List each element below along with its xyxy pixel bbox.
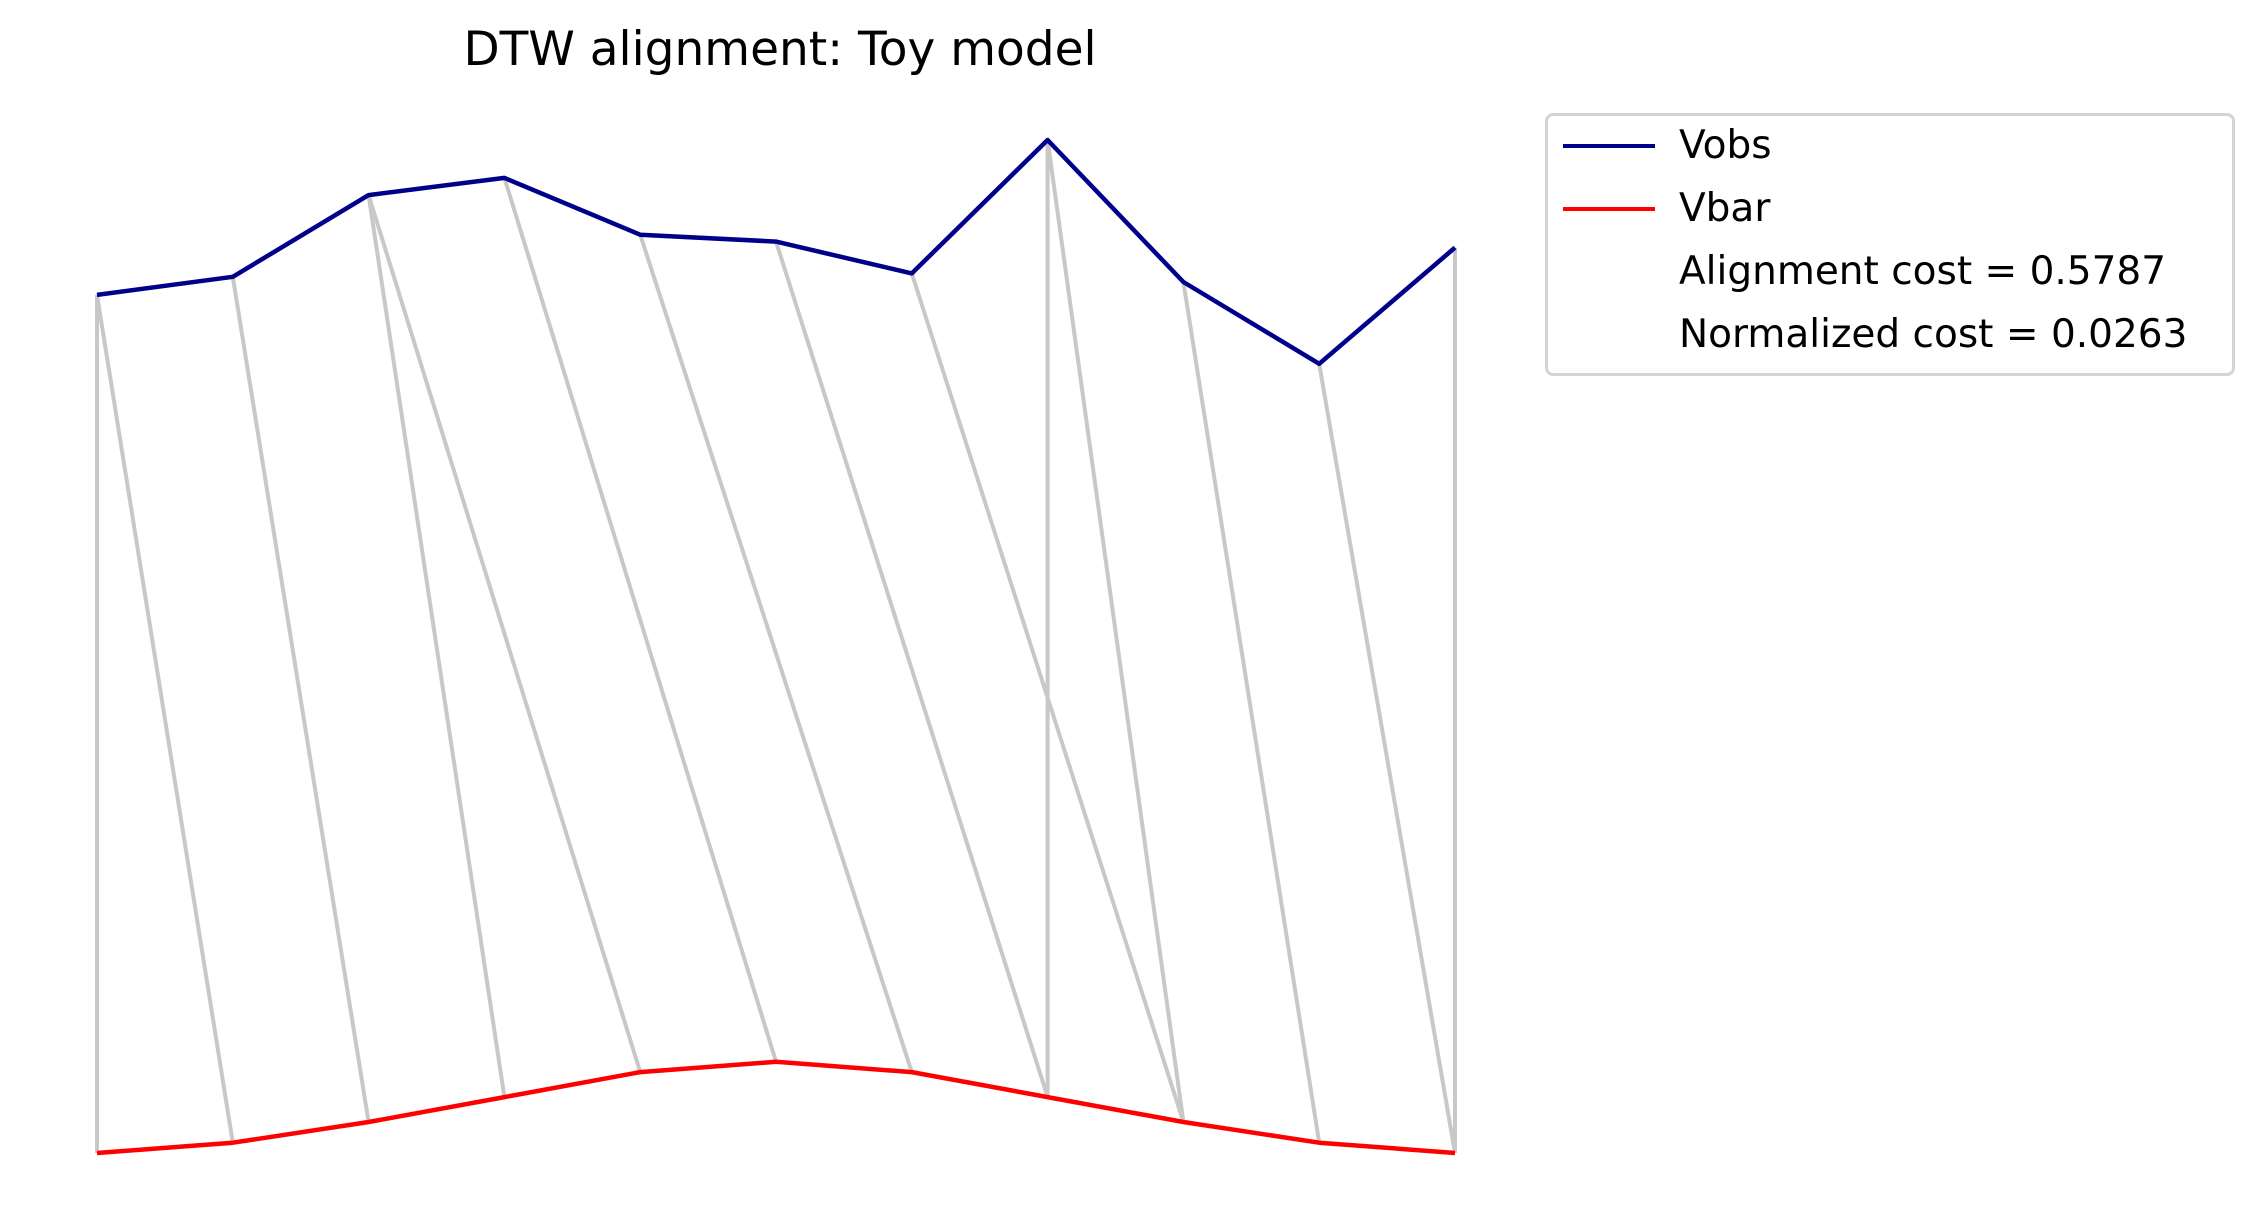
alignment-line-11: [1181, 281, 1322, 1143]
series-line-vobs: [96, 137, 1457, 367]
legend-label-normalized-cost: Normalized cost = 0.0263: [1679, 312, 2188, 357]
legend-label-alignment-cost: Alignment cost = 0.5787: [1679, 249, 2167, 294]
legend-swatch-vbar: [1563, 207, 1655, 211]
legend-swatch-vobs: [1563, 144, 1655, 148]
chart-title: DTW alignment: Toy model: [463, 22, 1097, 77]
alignment-line-3: [366, 194, 507, 1098]
series-line-vbar: [96, 1059, 1456, 1156]
alignment-line-1: [95, 294, 235, 1143]
legend-entry-vobs: Vobs: [1548, 116, 2232, 176]
alignment-line-2: [230, 276, 371, 1123]
alignment-line-6: [638, 234, 914, 1073]
alignment-line-12: [1317, 363, 1457, 1154]
legend: Vobs Vbar Alignment cost = 0.5787 Normal…: [1545, 113, 2235, 376]
legend-entry-normalized-cost: Normalized cost = 0.0263: [1548, 305, 2232, 365]
alignment-line-10: [1045, 139, 1186, 1123]
legend-label-vobs: Vobs: [1679, 123, 1772, 168]
alignment-line-5: [502, 177, 778, 1063]
legend-label-vbar: Vbar: [1679, 186, 1771, 231]
legend-entry-vbar: Vbar: [1548, 179, 2232, 239]
alignment-line-4: [366, 194, 643, 1073]
legend-entry-alignment-cost: Alignment cost = 0.5787: [1548, 242, 2232, 302]
alignment-line-7: [774, 240, 1050, 1098]
